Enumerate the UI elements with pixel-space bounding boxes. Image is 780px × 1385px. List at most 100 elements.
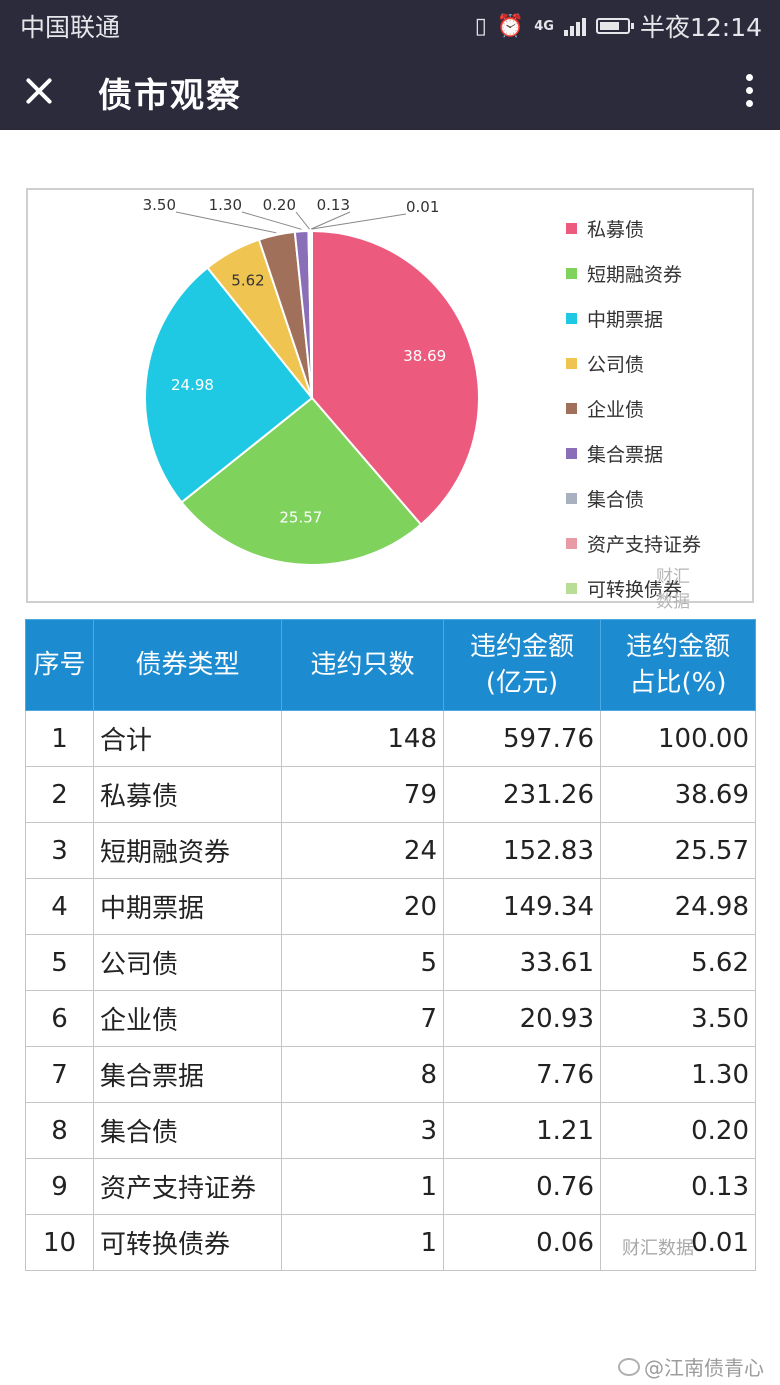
table-cell: 2 [25,766,94,823]
column-header: 违约金额 (亿元) [443,619,601,711]
table-cell: 3 [281,1102,444,1159]
pie-value-label-9: 0.01 [406,198,439,216]
table-cell: 0.20 [600,1102,756,1159]
column-header-text: 债券类型 [135,650,240,680]
legend-swatch [566,358,577,369]
table-cell: 597.76 [443,710,601,767]
table-cell: 24 [281,822,444,879]
table-cell: 152.83 [443,822,601,879]
network-type-label: 4G [534,18,554,34]
table-cell: 33.61 [443,934,601,991]
pie-slice-2 [180,396,423,566]
pie-chart-panel: 38.69 25.57 24.98 5.62 3.50 1.30 0.20 0.13 0.01 … [26,188,754,612]
legend-item: 集合债 [566,476,701,521]
table-row: 2 私募债 79 231.26 38.69 [25,766,756,823]
table-cell: 1 [281,1214,444,1271]
table-row: 5 公司债 5 33.61 5.62 [25,934,756,991]
table-cell: 149.34 [443,878,601,935]
table-cell: 8 [25,1102,94,1159]
table-cell: 5 [25,934,94,991]
chart-watermark: 财汇数据 [656,567,690,612]
table-cell: 148 [281,710,444,767]
battery-icon [595,18,634,34]
table-row: 7 集合票据 8 7.76 1.30 [25,1046,756,1103]
pie-value-label-8: 0.13 [317,196,350,214]
table-cell: 7 [25,1046,94,1103]
table-cell: 私募债 [93,766,282,823]
pie-value-label-5: 3.50 [143,196,176,214]
legend-swatch [566,268,577,279]
table-cell: 231.26 [443,766,601,823]
signal-icon [563,16,586,36]
pie-leader-line-6 [241,211,302,230]
legend-item: 公司债 [566,341,701,386]
table-cell: 0.76 [443,1158,601,1215]
table-cell: 1 [281,1158,444,1215]
table-cell: 10 [25,1214,94,1271]
table-cell: 0.13 [600,1158,756,1215]
table-cell: 20 [281,878,444,935]
table-cell: 集合债 [93,1102,282,1159]
table-header-row: 序号 债券类型 违约只数 违约金额 (亿元) 违约金额 占比(%) [25,619,756,711]
chart-legend: 私募债 短期融资券 中期票据 公司债 企业债 集合票据 集合债 资产支持证券 可转换债券 [566,206,701,611]
pie-value-label-3: 24.98 [171,376,214,394]
legend-label: 中期票据 [587,309,664,331]
table-cell: 7.76 [443,1046,601,1103]
legend-item: 资产支持证券 [566,521,701,566]
weibo-watermark: @江南债青心 [618,1352,764,1381]
legend-swatch [566,448,577,459]
pie-value-label-6: 1.30 [209,196,242,214]
table-row: 10 可转换债券 1 0.06 0.01 [25,1214,756,1271]
legend-label: 企业债 [587,399,645,421]
pie-leader-line-9 [311,213,407,230]
pie-value-label-1: 38.69 [403,347,446,365]
table-row: 3 短期融资券 24 152.83 25.57 [25,822,756,879]
legend-label: 资产支持证券 [587,534,702,556]
column-header: 违约金额占比(%) [600,619,756,711]
pie-value-label-4: 5.62 [231,272,264,290]
table-row: 9 资产支持证券 1 0.76 0.13 [25,1158,756,1215]
legend-item: 私募债 [566,206,701,251]
table-cell: 集合票据 [93,1046,282,1103]
table-row: 1 合计 148 597.76 100.00 [25,710,756,767]
pie-slice-1 [311,229,480,526]
table-cell: 5 [281,934,444,991]
table-cell: 9 [25,1158,94,1215]
legend-swatch [566,583,577,594]
legend-swatch [566,403,577,414]
legend-item: 企业债 [566,386,701,431]
legend-swatch [566,223,577,234]
alarm-icon: ⏰ [496,13,525,39]
table-cell: 4 [25,878,94,935]
more-options-icon[interactable] [744,74,754,110]
default-bond-table: 序号 债券类型 违约只数 违约金额 (亿元) 违约金额 占比(%) 1 合计 148 597.76… [25,619,756,1271]
status-icons: ▯ ⏰ 4G 半夜12:14 [475,8,762,44]
column-header: 序号 [25,619,94,711]
table-cell: 100.00 [600,710,756,767]
legend-label: 公司债 [587,354,645,376]
weibo-icon [618,1357,640,1376]
column-header: 违约只数 [281,619,444,711]
app-bar: 债市观察 [0,52,780,130]
close-icon[interactable] [20,72,58,110]
column-header-text: 违约金额 [625,632,730,662]
table-cell: 5.62 [600,934,756,991]
table-cell: 38.69 [600,766,756,823]
column-header-text: 占比(%) [629,668,727,698]
legend-label: 私募债 [587,219,645,241]
legend-item: 中期票据 [566,296,701,341]
legend-item: 集合票据 [566,431,701,476]
table-cell: 7 [281,990,444,1047]
status-bar: 中国联通 ▯ ⏰ 4G 半夜12:14 [0,0,780,52]
table-cell: 1.21 [443,1102,601,1159]
table-cell: 79 [281,766,444,823]
pie-value-label-7: 0.20 [263,196,296,214]
table-cell: 0.06 [443,1214,601,1271]
table-cell: 3.50 [600,990,756,1047]
legend-label: 集合债 [587,489,645,511]
table-cell: 20.93 [443,990,601,1047]
table-watermark: 财汇数据 [622,1238,694,1259]
pie-chart: 38.69 25.57 24.98 5.62 3.50 1.30 0.20 0.13 0.01 [143,196,480,566]
table-cell: 短期融资券 [93,822,282,879]
column-header-text: 违约只数 [310,650,415,680]
